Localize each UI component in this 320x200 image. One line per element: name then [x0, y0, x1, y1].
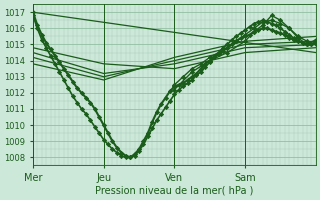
X-axis label: Pression niveau de la mer( hPa ): Pression niveau de la mer( hPa ) — [95, 186, 253, 196]
